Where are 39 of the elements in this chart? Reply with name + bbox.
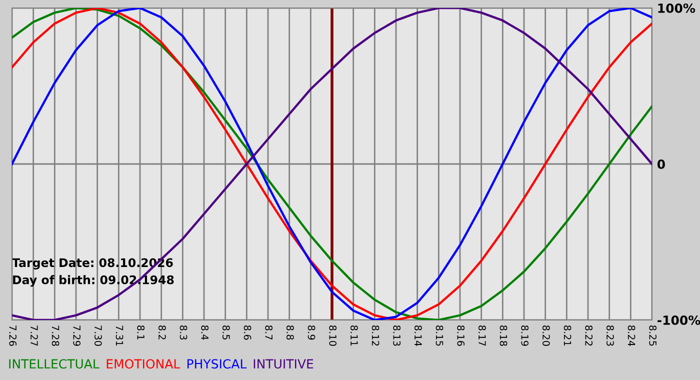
x-tick-label: 8.11 [350,326,358,346]
x-tick-label: 8.9 [308,326,316,340]
x-tick-label: 8.17 [478,326,486,346]
x-tick-label: 8.23 [606,326,614,346]
x-tick-label: 8.25 [649,326,657,346]
x-tick-label: 7.28 [52,326,60,346]
x-tick-label: 7.30 [94,326,102,346]
x-tick-label: 8.12 [372,326,380,346]
text: PHYSICAL [187,359,247,369]
x-tick-label: 8.14 [414,326,422,346]
x-tick-label: 8.24 [628,326,636,346]
x-tick-label: 7.31 [116,326,124,346]
x-tick-label: 8.5 [222,326,230,340]
x-tick-label: 8.20 [542,326,550,346]
text: EMOTIONAL [106,359,180,369]
x-tick-label: 8.3 [180,326,188,340]
x-tick-label: 8.22 [585,326,593,346]
x-tick-label: 8.6 [244,326,252,340]
y-tick-label: 0 [657,159,665,169]
x-tick-label: 8.2 [158,326,166,340]
x-tick-label: 8.10 [329,326,337,346]
x-tick-label: 8.13 [393,326,401,346]
x-tick-label: 8.15 [436,326,444,346]
x-tick-label: 7.29 [73,326,81,346]
x-tick-label: 7.26 [9,326,17,346]
x-tick-label: 8.16 [457,326,465,346]
x-tick-label: 8.18 [500,326,508,346]
y-tick-label: -100% [658,315,700,325]
x-tick-label: 7.27 [30,326,38,346]
text: INTUITIVE [254,359,314,369]
y-tick-label: 100% [658,3,696,13]
x-tick-label: 8.21 [564,326,572,346]
line-series [12,8,652,320]
x-tick-label: 8.4 [201,326,209,340]
text: INTELLECTUAL [9,359,100,369]
x-tick-label: 8.8 [286,326,294,340]
x-tick-label: 8.1 [137,326,145,340]
x-tick-label: 8.19 [521,326,529,346]
x-tick-label: 8.7 [265,326,273,340]
